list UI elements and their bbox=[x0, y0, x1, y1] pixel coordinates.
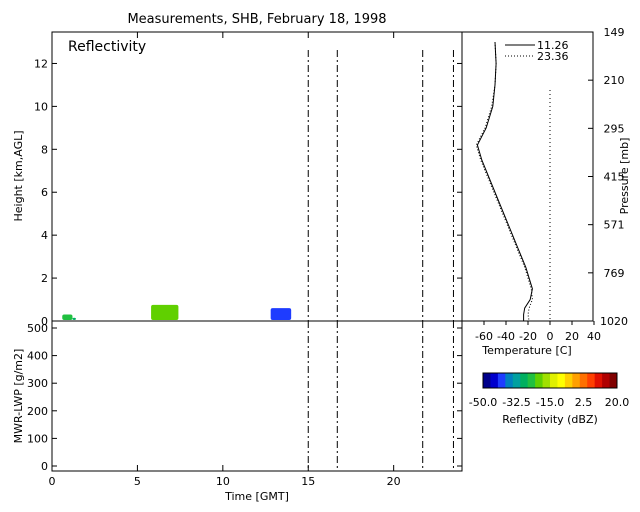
temperature-tick-label: -60 bbox=[475, 330, 493, 343]
height-tick-label: 0 bbox=[41, 315, 48, 328]
reflectivity-colorbar: -50.0 -32.5 -15.0 2.5 20.0 Reflectivity (dBZ… bbox=[469, 372, 629, 426]
temperature-tick-label: -40 bbox=[497, 330, 515, 343]
sounding-panel: Pressure [mb] Temperature [C] 149 210 295 4… bbox=[461, 26, 631, 357]
temperature-axis-label: Temperature [C] bbox=[481, 344, 571, 357]
lwp-vertical-lines bbox=[307, 321, 454, 471]
colorbar-label: Reflectivity (dBZ) bbox=[502, 413, 598, 426]
colorbar-swatch bbox=[609, 373, 618, 388]
temperature-tick-label: 0 bbox=[547, 330, 554, 343]
temperature-tick-label: 40 bbox=[587, 330, 601, 343]
colorbar-swatch bbox=[557, 373, 566, 388]
colorbar-swatch bbox=[490, 373, 499, 388]
sounding-legend: 11.26 23.36 bbox=[505, 39, 569, 63]
pressure-tick-label: 295 bbox=[604, 122, 625, 135]
panel-label: Reflectivity bbox=[68, 39, 146, 55]
colorbar-frame bbox=[482, 372, 618, 389]
height-axis-label: Height [km,AGL] bbox=[12, 130, 25, 221]
lwp-tick-label: 200 bbox=[27, 405, 48, 418]
vertical-time-lines bbox=[307, 50, 454, 321]
pressure-tick-label: 149 bbox=[604, 26, 625, 39]
lwp-tick-label: 0 bbox=[41, 460, 48, 473]
lwp-panel: MWR-LWP [g/m2] Time [GMT] 01002003004005… bbox=[12, 32, 463, 503]
pressure-axis-ticks: 149 210 295 415 571 769 1020 bbox=[588, 26, 628, 328]
lwp-frame bbox=[51, 320, 463, 472]
height-axis-ticks: 0 2 4 6 8 10 12 bbox=[34, 57, 462, 328]
echo-layer bbox=[62, 304, 292, 320]
colorbar-swatch bbox=[542, 373, 551, 388]
temperature-tick-label: 20 bbox=[565, 330, 579, 343]
reflectivity-frame bbox=[51, 31, 463, 322]
colorbar-swatch bbox=[483, 373, 491, 388]
height-tick-label: 12 bbox=[34, 57, 48, 70]
pressure-axis-label: Pressure [mb] bbox=[618, 138, 631, 215]
colorbar-tick-label: -32.5 bbox=[502, 396, 530, 409]
temperature-axis-ticks: -60 -40 -20 0 20 40 bbox=[475, 321, 601, 343]
time-axis-label: Time [GMT] bbox=[224, 490, 289, 503]
time-tick-label: 15 bbox=[301, 475, 315, 488]
colorbar-swatch bbox=[550, 373, 558, 388]
colorbar-swatch bbox=[497, 373, 506, 388]
colorbar-tick-label: -15.0 bbox=[536, 396, 564, 409]
colorbar-swatch bbox=[520, 373, 529, 388]
colorbar-swatch bbox=[594, 373, 603, 388]
height-tick-label: 4 bbox=[41, 229, 48, 242]
echo-patch bbox=[72, 317, 76, 320]
colorbar-tick-label: 20.0 bbox=[605, 396, 630, 409]
height-tick-label: 8 bbox=[41, 143, 48, 156]
colorbar-ticks: -50.0 -32.5 -15.0 2.5 20.0 bbox=[469, 396, 629, 409]
sounding-frame bbox=[461, 31, 594, 322]
colorbar-swatch bbox=[572, 373, 581, 388]
pressure-tick-label: 210 bbox=[604, 74, 625, 87]
colorbar-swatch bbox=[505, 373, 514, 388]
pressure-tick-label: 1020 bbox=[600, 315, 628, 328]
time-tick-label: 10 bbox=[216, 475, 230, 488]
lwp-tick-label: 400 bbox=[27, 350, 48, 363]
time-tick-label: 0 bbox=[49, 475, 56, 488]
pressure-tick-label: 769 bbox=[604, 267, 625, 280]
reflectivity-panel: Reflectivity Height [km,AGL] 0 2 4 6 8 10 12 bbox=[12, 31, 463, 328]
lwp-tick-label: 100 bbox=[27, 432, 48, 445]
colorbar-swatch bbox=[527, 373, 536, 388]
colorbar-swatch bbox=[535, 373, 544, 388]
echo-patch bbox=[151, 304, 179, 320]
echo-patch bbox=[270, 308, 292, 320]
time-tick-label: 20 bbox=[387, 475, 401, 488]
chart-title: Measurements, SHB, February 18, 1998 bbox=[127, 12, 386, 27]
lwp-tick-label: 300 bbox=[27, 377, 48, 390]
pressure-tick-label: 571 bbox=[604, 219, 625, 232]
legend-label-2336: 23.36 bbox=[537, 50, 569, 63]
temperature-tick-label: -20 bbox=[519, 330, 537, 343]
colorbar-swatch bbox=[579, 373, 588, 388]
lwp-axis-label: MWR-LWP [g/m2] bbox=[12, 349, 25, 444]
lwp-axis-ticks: 0 100 200 300 400 500 bbox=[27, 322, 462, 473]
time-axis-ticks: 0 5 10 15 20 bbox=[49, 32, 401, 488]
colorbar-tick-label: -50.0 bbox=[469, 396, 497, 409]
colorbar-swatch bbox=[602, 373, 611, 388]
height-tick-label: 6 bbox=[41, 186, 48, 199]
height-tick-label: 10 bbox=[34, 100, 48, 113]
sounding-profiles bbox=[475, 41, 533, 322]
sounding-profile-solid bbox=[476, 41, 533, 321]
height-tick-label: 2 bbox=[41, 272, 48, 285]
colorbar-swatches bbox=[483, 373, 618, 388]
lwp-tick-label: 500 bbox=[27, 322, 48, 335]
time-tick-label: 5 bbox=[134, 475, 141, 488]
colorbar-swatch bbox=[587, 373, 596, 388]
echo-patch bbox=[62, 314, 73, 320]
colorbar-tick-label: 2.5 bbox=[575, 396, 593, 409]
pressure-tick-label: 415 bbox=[604, 171, 625, 184]
colorbar-swatch bbox=[564, 373, 573, 388]
legend-label-1126: 11.26 bbox=[537, 39, 569, 52]
colorbar-swatch bbox=[512, 373, 521, 388]
sounding-profile-dotted bbox=[475, 41, 533, 322]
